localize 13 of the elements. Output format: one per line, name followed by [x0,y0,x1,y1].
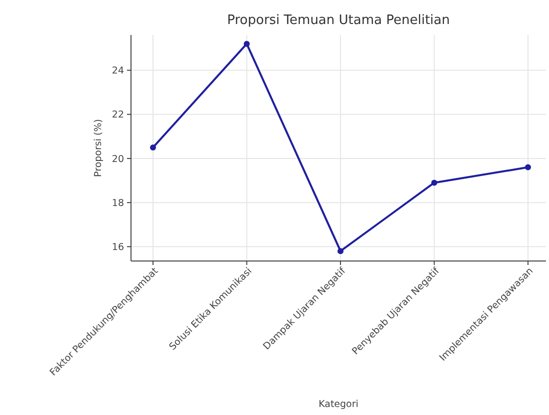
x-axis-title: Kategori [318,399,358,410]
point [525,164,531,170]
point [150,144,156,150]
y-tick-label: 24 [112,66,124,77]
point [244,40,250,47]
point [431,180,438,186]
chart-title: Proporsi Temuan Utama Penelitian [227,13,450,28]
y-tick-label: 20 [112,154,124,165]
y-axis-title: Proporsi (%) [93,119,104,177]
y-tick-label: 22 [112,110,124,121]
point [338,248,344,254]
y-tick-label: 16 [112,242,124,253]
y-tick-label: 18 [112,198,124,209]
